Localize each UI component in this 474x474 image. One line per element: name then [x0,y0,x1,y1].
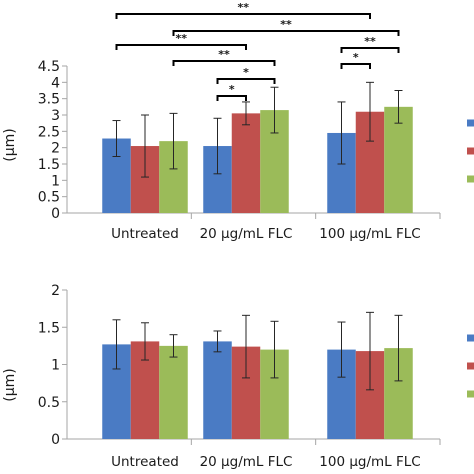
legend-swatch [467,390,474,398]
significance-bracket [115,13,371,19]
significance-bracket [172,30,400,36]
bar [231,113,261,213]
y-tick-label: 1 [51,358,60,374]
y-tick-label: 2.5 [38,124,60,140]
significance-bracket [340,63,371,69]
chart-panel-1: 00.511.522.533.544.5 (μm) Untreated 20 μg/m… [2,1,474,242]
legend-swatch [467,362,474,370]
x-category-label: 100 μg/mL FLC [319,226,420,242]
x-category-label: Untreated [111,454,179,470]
y-tick-label: 3 [51,108,60,124]
x-category-label: 20 μg/mL FLC [200,454,293,470]
y-axis-label: (μm) [2,368,18,401]
significance-label: * [243,66,249,79]
x-category-label: 20 μg/mL FLC [200,226,293,242]
y-tick-label: 2 [51,141,60,157]
y-tick-label: 3.5 [38,92,60,108]
y-tick-label: 4 [51,75,60,91]
chart-panel-2: 0 0.5 1 1.5 2 (μm) Untreated 20 μg/mL FLC 100 μg… [2,283,474,470]
significance-label: ** [175,32,187,45]
significance-bracket [172,60,276,66]
y-tick-label: 0.5 [38,190,60,206]
bar [159,345,188,439]
y-tick-label: 1 [51,173,60,189]
significance-label: ** [364,35,376,48]
x-category-label: 100 μg/mL FLC [319,454,420,470]
y-tick-label: 0 [51,432,60,448]
significance-bracket [216,95,247,101]
significance-label: ** [218,48,230,61]
y-tick-label: 0 [51,206,60,222]
significance-bracket [115,44,247,50]
bar [384,106,413,213]
y-axis-label: (μm) [2,128,18,161]
y-tick-label: 2 [51,283,60,299]
bar [203,341,232,439]
y-tick-label: 1.5 [38,320,60,336]
x-category-label: Untreated [111,226,179,242]
significance-label: * [353,51,359,64]
y-tick-label: 1.5 [38,157,60,173]
legend-swatch [467,175,474,183]
legend-swatch [467,119,474,127]
legend-swatch [467,334,474,342]
legend-swatch [467,147,474,155]
significance-bracket [340,47,400,53]
significance-label: ** [280,18,292,31]
significance-label: * [229,83,235,96]
significance-bracket [216,78,276,84]
y-tick-label: 0.5 [38,395,60,411]
significance-label: ** [237,1,249,14]
y-tick-label: 4.5 [38,59,60,75]
